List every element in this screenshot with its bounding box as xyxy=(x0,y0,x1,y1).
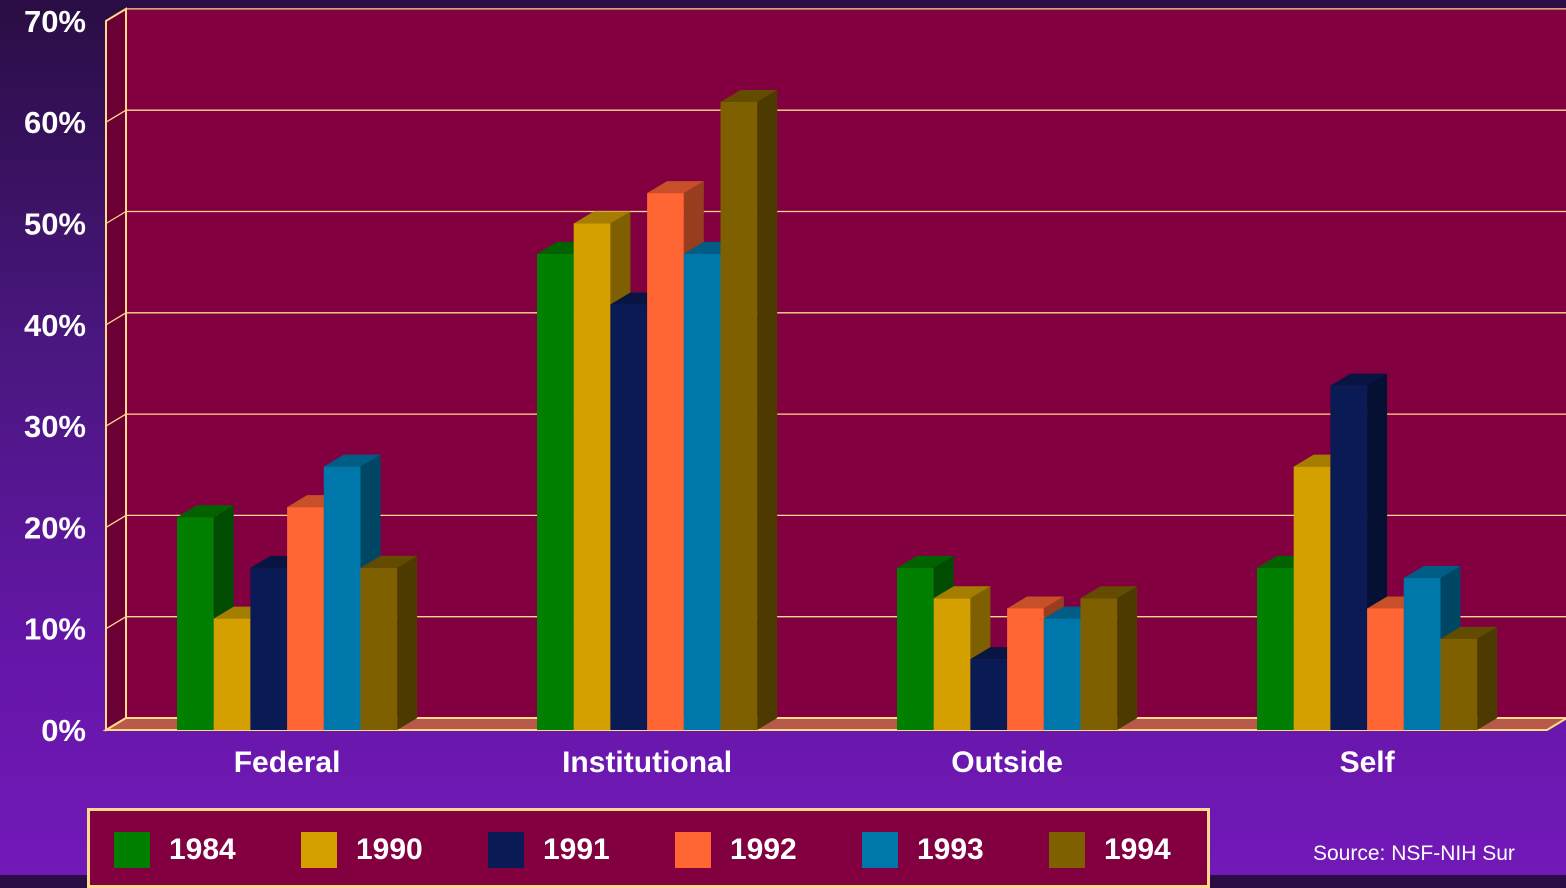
x-tick-label: Federal xyxy=(234,746,341,779)
gridline-side xyxy=(105,413,127,427)
bar-top xyxy=(573,211,631,224)
bar xyxy=(323,466,361,730)
bar xyxy=(720,101,758,730)
y-tick-label: 70% xyxy=(24,4,86,39)
legend: 1984 1990 1991 1992 1993 1994 xyxy=(87,808,1210,888)
bar xyxy=(970,659,1008,730)
legend-label-1990: 1990 xyxy=(356,833,423,866)
gridline-side xyxy=(105,312,127,326)
y-tick-label: 60% xyxy=(24,105,86,140)
plot-side-wall xyxy=(105,7,127,732)
bar xyxy=(1257,567,1294,730)
gridline-side xyxy=(105,109,127,123)
legend-label-1984: 1984 xyxy=(169,833,236,866)
bar xyxy=(537,253,574,730)
x-tick-label: Self xyxy=(1340,746,1396,779)
y-tick-label: 50% xyxy=(24,207,86,242)
gridline-side xyxy=(105,514,127,528)
bar-top xyxy=(177,505,234,518)
bar-side xyxy=(1477,626,1498,730)
bar xyxy=(1330,385,1368,730)
bar xyxy=(1293,466,1331,730)
bar-top xyxy=(1403,566,1461,579)
legend-swatch-1994 xyxy=(1049,832,1085,868)
bar xyxy=(683,253,721,730)
gridline-side xyxy=(105,8,127,22)
bar xyxy=(610,304,648,730)
legend-swatch-1992 xyxy=(675,832,711,868)
bar xyxy=(250,567,288,730)
bar xyxy=(897,567,934,730)
bar-top xyxy=(647,181,704,194)
bar-top xyxy=(933,586,991,599)
bar xyxy=(573,223,611,730)
gridline-side xyxy=(105,616,127,630)
legend-label-1992: 1992 xyxy=(730,833,797,866)
y-tick-label: 10% xyxy=(24,612,86,647)
bar-top xyxy=(897,555,954,568)
x-tick-label: Institutional xyxy=(562,746,732,779)
legend-swatch-1993 xyxy=(862,832,898,868)
bar-top xyxy=(1440,626,1498,639)
bar xyxy=(647,193,684,731)
bar xyxy=(1440,638,1478,730)
x-tick-label: Outside xyxy=(951,746,1063,779)
gridline-side xyxy=(105,210,127,225)
bar-top xyxy=(1080,586,1138,599)
bar xyxy=(1007,608,1044,730)
y-tick-label: 40% xyxy=(24,308,86,343)
y-tick-label: 30% xyxy=(24,409,86,444)
bar xyxy=(360,567,398,730)
legend-swatch-1990 xyxy=(301,832,337,868)
legend-label-1994: 1994 xyxy=(1104,833,1171,866)
bar xyxy=(933,598,971,730)
legend-swatch-1984 xyxy=(114,832,150,868)
bar xyxy=(213,618,251,730)
bar-top xyxy=(1007,596,1064,609)
legend-swatch-1991 xyxy=(488,832,524,868)
legend-label-1991: 1991 xyxy=(543,833,610,866)
source-note: Source: NSF-NIH Sur xyxy=(1313,842,1515,865)
legend-label-1993: 1993 xyxy=(917,833,984,866)
bar-top xyxy=(1330,373,1388,386)
bar xyxy=(1367,608,1404,730)
bar-side xyxy=(1117,586,1138,730)
bar-top xyxy=(323,454,381,467)
bar xyxy=(1043,618,1081,730)
y-tick-label: 0% xyxy=(41,713,86,748)
bar xyxy=(177,517,214,730)
y-tick-label: 20% xyxy=(24,510,86,545)
bar-top xyxy=(360,555,418,568)
bar-top xyxy=(720,89,778,102)
bar-side xyxy=(757,89,778,730)
bar xyxy=(1403,578,1441,730)
bar xyxy=(287,507,324,730)
bar xyxy=(1080,598,1118,730)
bar-side xyxy=(397,555,418,730)
